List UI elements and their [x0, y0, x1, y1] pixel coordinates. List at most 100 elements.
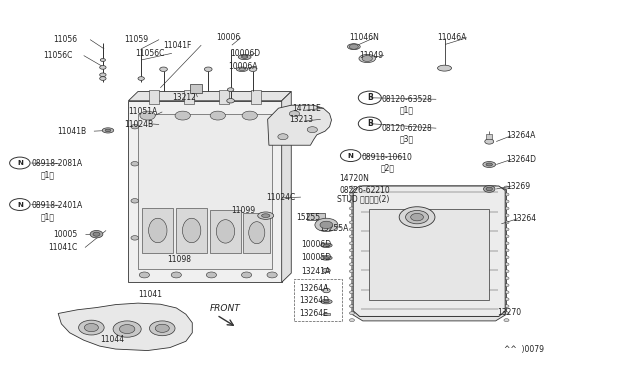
Text: 10005D: 10005D: [301, 253, 332, 262]
Circle shape: [79, 320, 104, 335]
Circle shape: [349, 277, 355, 280]
Text: FRONT: FRONT: [210, 304, 241, 313]
Circle shape: [349, 221, 355, 224]
Text: 11041F: 11041F: [164, 41, 192, 50]
Circle shape: [227, 99, 234, 103]
Ellipse shape: [483, 161, 495, 167]
Ellipse shape: [238, 54, 251, 60]
Circle shape: [150, 321, 175, 336]
Text: N: N: [348, 153, 353, 158]
Circle shape: [349, 44, 358, 49]
Circle shape: [504, 193, 509, 196]
Circle shape: [349, 312, 355, 315]
Polygon shape: [282, 92, 291, 282]
Text: 11056: 11056: [54, 35, 78, 44]
Circle shape: [93, 232, 100, 236]
Text: 10006D: 10006D: [230, 49, 260, 58]
Text: 13264A: 13264A: [506, 131, 535, 140]
Circle shape: [349, 193, 355, 196]
Text: 11046A: 11046A: [437, 33, 467, 42]
Circle shape: [362, 55, 372, 61]
Circle shape: [227, 88, 234, 92]
Text: 08918-10610: 08918-10610: [362, 153, 412, 161]
Bar: [294, 279, 342, 321]
Text: 11041C: 11041C: [49, 243, 78, 252]
Circle shape: [504, 298, 509, 301]
Polygon shape: [352, 186, 506, 321]
Circle shape: [504, 312, 509, 315]
Circle shape: [100, 58, 106, 61]
Bar: [129, 101, 282, 282]
Text: （1）: （1）: [41, 170, 55, 179]
Circle shape: [406, 211, 429, 224]
Circle shape: [267, 272, 277, 278]
Circle shape: [349, 249, 355, 252]
Bar: [251, 90, 261, 104]
Polygon shape: [353, 186, 505, 317]
Text: 11056C: 11056C: [43, 51, 72, 60]
Text: （1）: （1）: [400, 105, 414, 114]
Circle shape: [486, 187, 492, 191]
Text: 11046N: 11046N: [349, 33, 380, 42]
Bar: [149, 90, 159, 104]
Bar: [176, 208, 207, 253]
Circle shape: [349, 207, 355, 210]
Bar: [184, 90, 194, 104]
Circle shape: [241, 272, 252, 278]
Circle shape: [504, 256, 509, 259]
Bar: [189, 84, 202, 93]
Text: 11056C: 11056C: [136, 49, 165, 58]
Circle shape: [504, 207, 509, 210]
Text: 08918-2401A: 08918-2401A: [31, 201, 83, 210]
Circle shape: [131, 199, 139, 203]
Text: 11024C: 11024C: [266, 193, 296, 202]
Text: 13270: 13270: [497, 308, 521, 317]
Circle shape: [349, 200, 355, 203]
Text: B: B: [367, 119, 372, 128]
Text: 13264: 13264: [512, 214, 536, 223]
Text: ^^  )0079: ^^ )0079: [504, 344, 544, 353]
Circle shape: [504, 305, 509, 308]
Circle shape: [140, 111, 156, 120]
Circle shape: [315, 218, 338, 232]
Circle shape: [349, 235, 355, 238]
Ellipse shape: [105, 129, 111, 132]
Text: 13264D: 13264D: [300, 296, 330, 305]
Circle shape: [349, 214, 355, 217]
Text: N: N: [17, 160, 23, 166]
Text: 08120-63528: 08120-63528: [382, 95, 433, 104]
Text: 11098: 11098: [168, 255, 191, 264]
Circle shape: [140, 272, 150, 278]
Circle shape: [278, 134, 288, 140]
Bar: [323, 313, 330, 315]
Ellipse shape: [258, 212, 274, 219]
Ellipse shape: [323, 301, 329, 303]
Circle shape: [100, 77, 106, 80]
Circle shape: [504, 319, 509, 322]
Ellipse shape: [321, 299, 332, 304]
Bar: [219, 90, 229, 104]
Circle shape: [175, 111, 190, 120]
Circle shape: [160, 67, 168, 71]
Text: 11041B: 11041B: [58, 126, 86, 136]
Bar: [143, 208, 173, 253]
Circle shape: [504, 270, 509, 273]
Ellipse shape: [241, 56, 248, 58]
Circle shape: [504, 277, 509, 280]
Text: （1）: （1）: [41, 212, 55, 221]
Text: 10006: 10006: [216, 33, 240, 42]
Circle shape: [504, 214, 509, 217]
Circle shape: [349, 319, 355, 322]
Circle shape: [323, 268, 330, 273]
Ellipse shape: [323, 244, 329, 246]
Ellipse shape: [249, 222, 265, 244]
Ellipse shape: [239, 68, 245, 71]
Circle shape: [504, 200, 509, 203]
Ellipse shape: [348, 44, 360, 49]
Circle shape: [131, 161, 139, 166]
Text: 08918-2081A: 08918-2081A: [31, 159, 83, 168]
Ellipse shape: [262, 214, 270, 218]
Circle shape: [138, 77, 145, 80]
Text: 10006A: 10006A: [228, 62, 257, 71]
Text: 13264E: 13264E: [300, 309, 328, 318]
